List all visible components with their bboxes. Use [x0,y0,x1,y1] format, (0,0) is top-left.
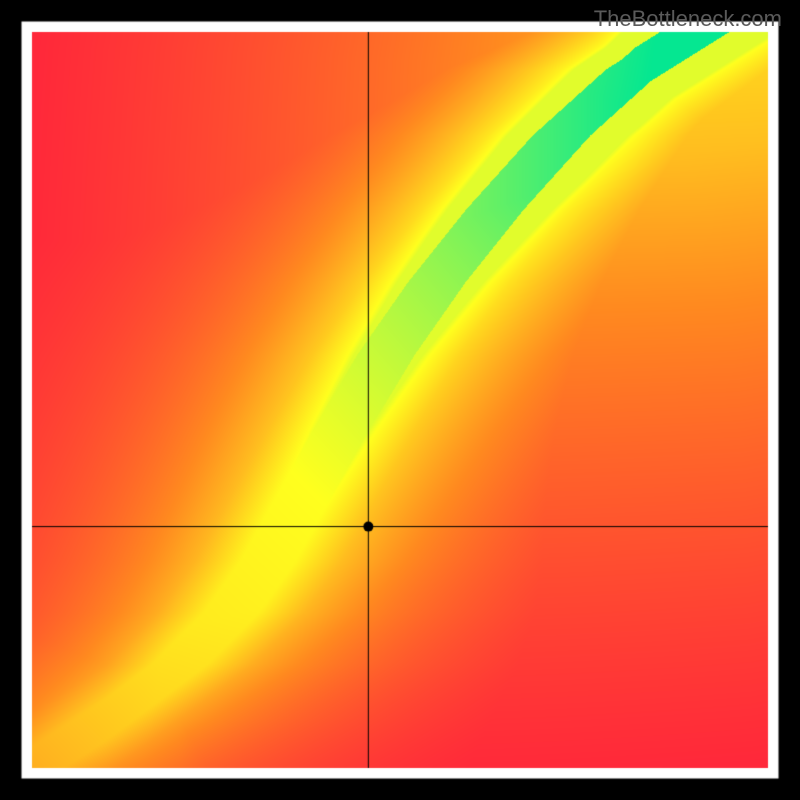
chart-container: TheBottleneck.com [0,0,800,800]
watermark-text: TheBottleneck.com [594,6,782,32]
bottleneck-heatmap [0,0,800,800]
